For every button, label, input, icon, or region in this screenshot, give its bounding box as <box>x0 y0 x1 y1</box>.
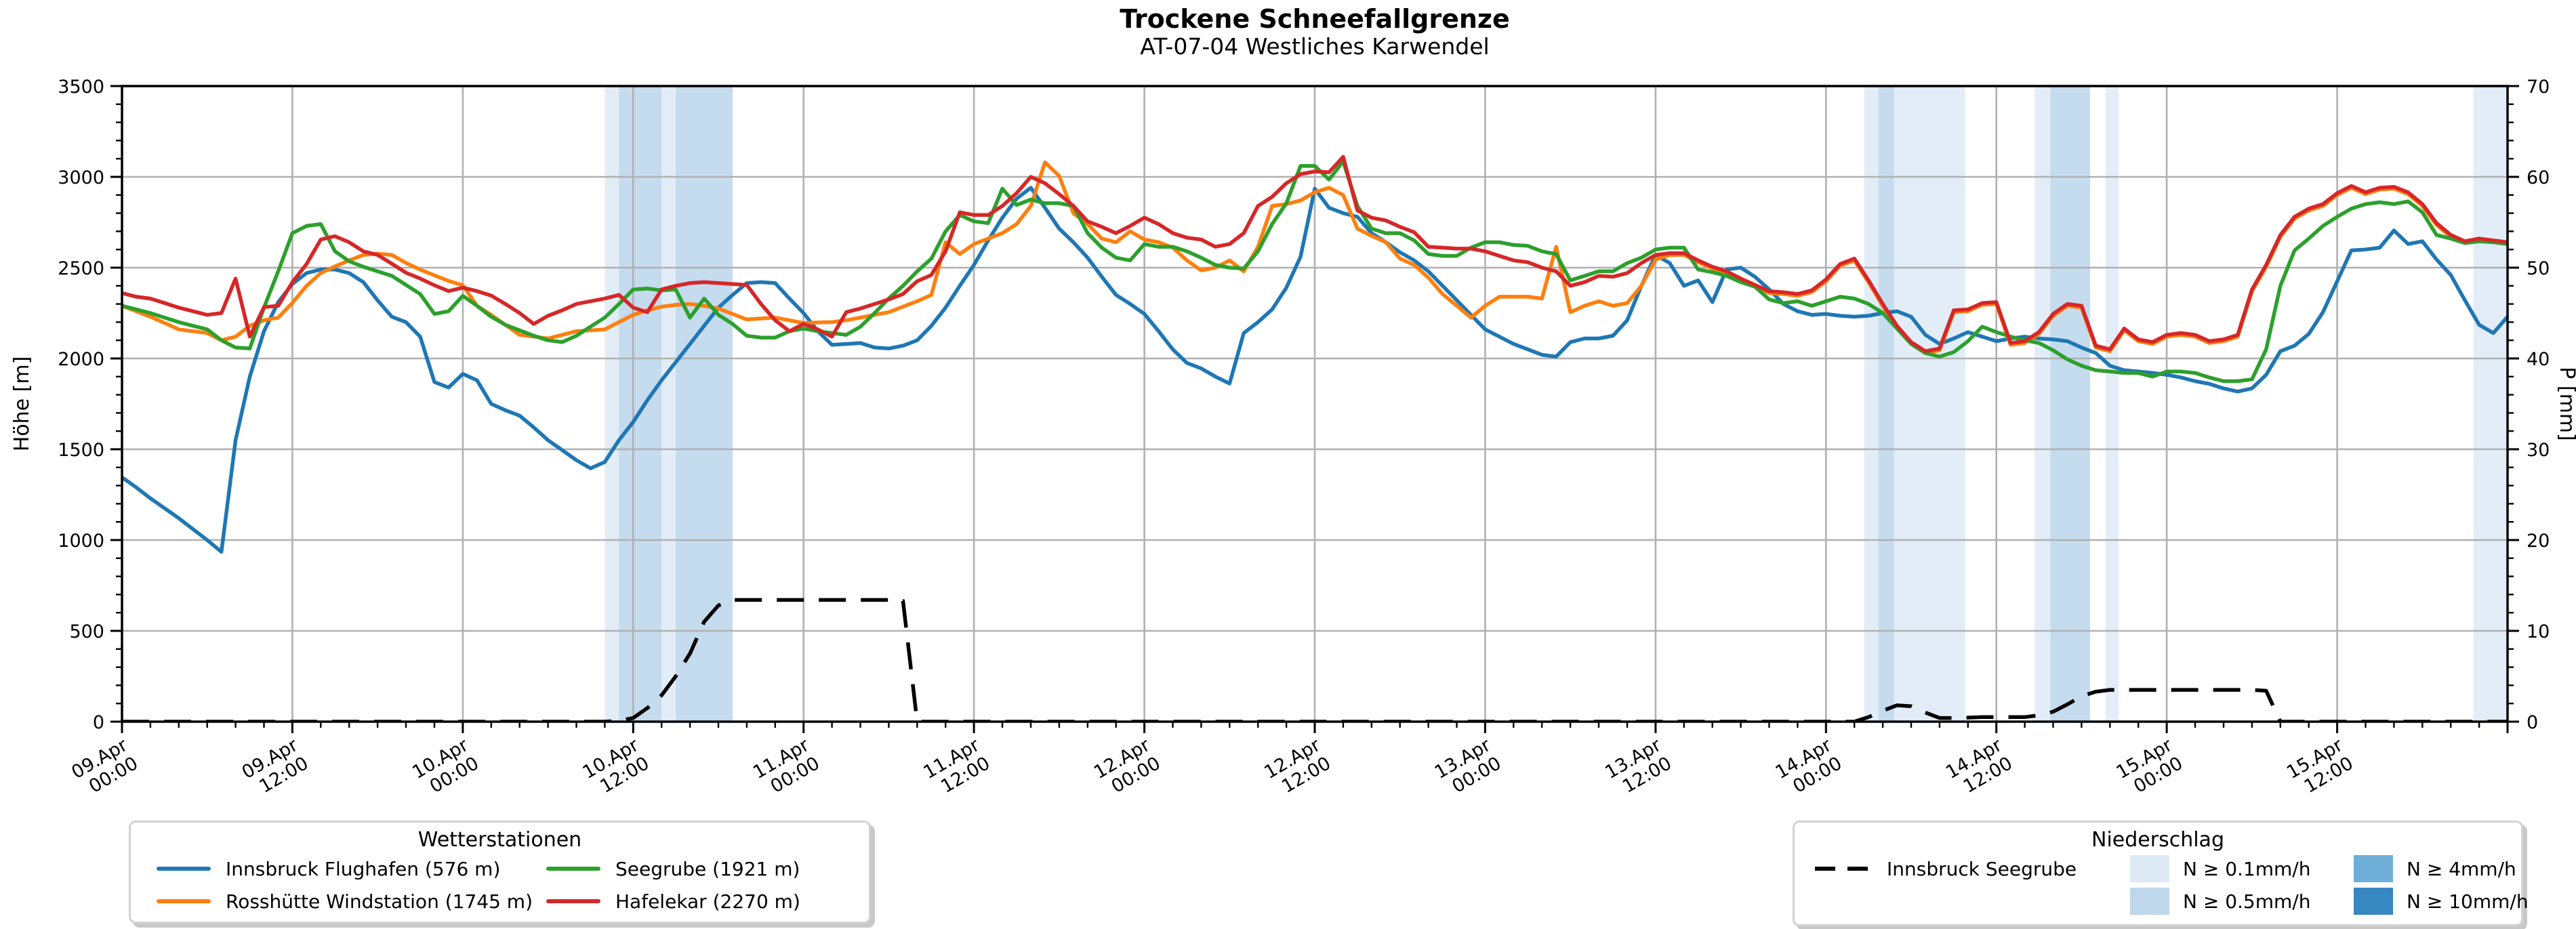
x-tick-label: 14.Apr00:00 <box>1772 735 1846 802</box>
y-right-axis-label: P [mm] <box>2555 367 2576 440</box>
x-tick-label: 10.Apr00:00 <box>409 735 483 802</box>
legend-stations-title: Wetterstationen <box>417 828 582 852</box>
y-left-tick-label: 3000 <box>58 167 104 188</box>
legend-label: N ≥ 0.5mm/h <box>2183 890 2311 913</box>
precip-band <box>2473 86 2508 722</box>
y-left-tick-label: 500 <box>69 621 104 642</box>
legend-label: Seegrube (1921 m) <box>615 857 800 880</box>
legend-precip-title: Niederschlag <box>2091 828 2224 852</box>
series-line <box>122 598 2508 722</box>
precip-swatch-10 <box>2354 888 2393 915</box>
precip-band <box>2035 86 2051 722</box>
legend-item-innsbruck-seegrube: Innsbruck Seegrube <box>1815 852 2130 885</box>
x-tick-label: 13.Apr12:00 <box>1601 735 1675 802</box>
y-right-tick-label: 40 <box>2527 349 2550 370</box>
x-tick-label: 11.Apr12:00 <box>920 735 994 802</box>
line-swatch-innsbruck-flughafen <box>157 867 211 871</box>
legend-niederschlag: Niederschlag Innsbruck Seegrube N ≥ 0.1m… <box>1793 821 2529 926</box>
precip-swatch-05 <box>2130 888 2169 915</box>
x-tick-label: 09.Apr00:00 <box>68 735 142 802</box>
legend-label: Rosshütte Windstation (1745 m) <box>226 890 533 913</box>
precip-band <box>1878 86 1894 722</box>
tick-labels: 0 500 1000 1500 2000 2500 3000 3500 0 10 20 30 40 50 6… <box>58 77 2550 802</box>
precip-band <box>1894 86 1965 722</box>
x-tick-label: 12.Apr00:00 <box>1090 735 1164 802</box>
ticks <box>110 85 2519 733</box>
precip-band <box>676 86 733 722</box>
y-right-tick-label: 0 <box>2527 712 2538 733</box>
precip-band <box>2050 86 2090 722</box>
x-tick-label: 13.Apr00:00 <box>1431 735 1505 802</box>
legend-item-rosshuette: Rosshütte Windstation (1745 m) <box>157 885 546 917</box>
y-left-axis-label: Höhe [m] <box>10 356 34 452</box>
legend-label: N ≥ 0.1mm/h <box>2183 857 2311 880</box>
precip-band <box>2106 86 2119 722</box>
precip-band <box>619 86 662 722</box>
chart-subtitle: AT-07-04 Westliches Karwendel <box>1140 33 1490 60</box>
y-left-tick-label: 2500 <box>58 258 104 279</box>
legend-label: N ≥ 10mm/h <box>2407 890 2529 913</box>
series-line <box>122 186 2508 554</box>
precip-band <box>605 86 619 722</box>
precip-bands <box>605 86 2508 722</box>
legend-label: Innsbruck Flughafen (576 m) <box>226 857 501 880</box>
legend-label: Innsbruck Seegrube <box>1887 857 2077 880</box>
y-left-tick-label: 2000 <box>58 349 104 370</box>
y-left-tick-label: 3500 <box>58 77 104 98</box>
y-left-tick-label: 1000 <box>58 531 104 552</box>
legend-item-precip-05: N ≥ 0.5mm/h <box>2130 885 2354 917</box>
legend-item-seegrube: Seegrube (1921 m) <box>546 852 800 885</box>
line-swatch-seegrube <box>546 867 600 871</box>
series <box>122 154 2508 722</box>
x-tick-label: 09.Apr12:00 <box>239 735 312 802</box>
gridlines <box>122 86 2508 722</box>
line-swatch-hafelekar <box>546 899 600 903</box>
y-left-tick-label: 1500 <box>58 440 104 461</box>
legend-item-innsbruck-flughafen: Innsbruck Flughafen (576 m) <box>157 852 546 885</box>
x-tick-label: 11.Apr00:00 <box>750 735 823 802</box>
precip-swatch-4 <box>2354 855 2393 882</box>
dashed-line-swatch <box>1815 867 1872 871</box>
x-tick-label: 15.Apr12:00 <box>2283 735 2357 802</box>
y-right-tick-label: 60 <box>2527 167 2550 188</box>
y-right-tick-label: 50 <box>2527 258 2550 279</box>
precip-swatch-01 <box>2130 855 2169 882</box>
legend-item-precip-01: N ≥ 0.1mm/h <box>2130 852 2354 885</box>
legend-item-precip-4: N ≥ 4mm/h <box>2354 852 2516 885</box>
legend-label: N ≥ 4mm/h <box>2407 857 2516 880</box>
series-line <box>122 154 2508 354</box>
x-tick-label: 10.Apr12:00 <box>579 735 653 802</box>
y-left-tick-label: 0 <box>93 712 104 733</box>
precip-band <box>661 86 676 722</box>
y-right-tick-label: 70 <box>2527 77 2550 98</box>
legend-wetterstationen: Wetterstationen Innsbruck Flughafen (576… <box>129 821 871 924</box>
legend-item-precip-10: N ≥ 10mm/h <box>2354 885 2529 917</box>
y-right-tick-label: 30 <box>2527 440 2550 461</box>
legend-label: Hafelekar (2270 m) <box>615 890 800 913</box>
legend-item-hafelekar: Hafelekar (2270 m) <box>546 885 800 917</box>
x-tick-label: 12.Apr12:00 <box>1261 735 1334 802</box>
y-right-tick-label: 20 <box>2527 531 2550 552</box>
line-swatch-rosshuette <box>157 899 211 903</box>
x-tick-label: 14.Apr12:00 <box>1942 735 2016 802</box>
x-tick-label: 15.Apr00:00 <box>2112 735 2186 802</box>
series-line <box>122 159 2508 384</box>
precip-band <box>1864 86 1879 722</box>
chart-title: Trockene Schneefallgrenze <box>1120 4 1510 34</box>
y-right-tick-label: 10 <box>2527 621 2550 642</box>
